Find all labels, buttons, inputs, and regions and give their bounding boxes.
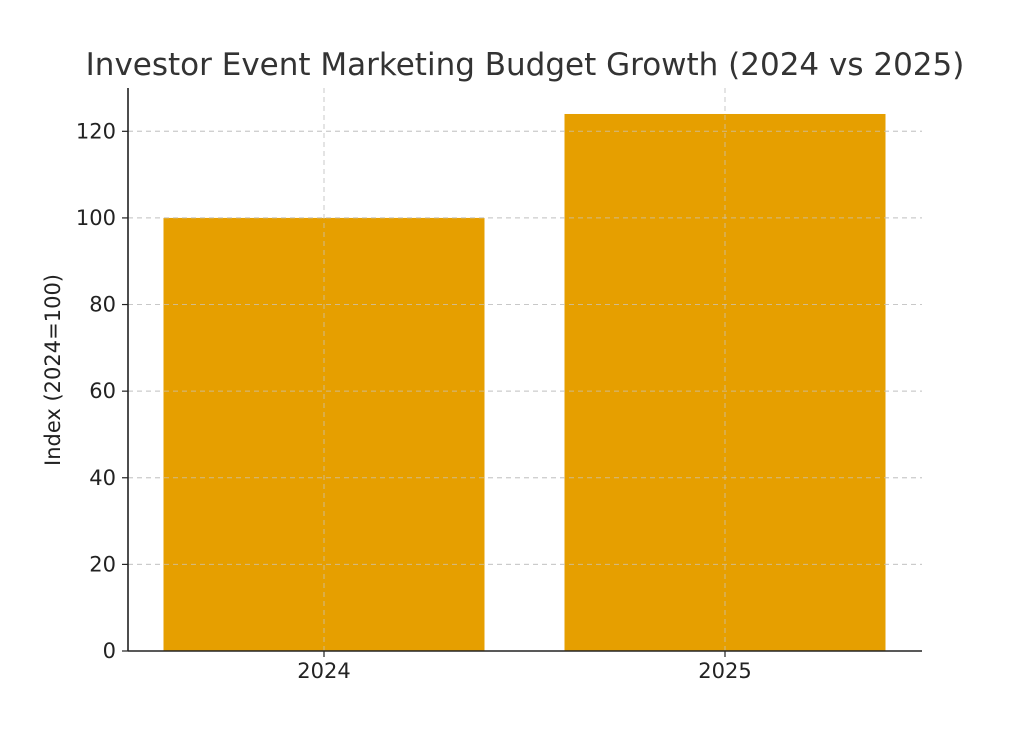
y-tick-label: 40 [89,466,116,490]
x-ticks: 2024 2025 [297,651,752,683]
x-tick-label: 2025 [698,659,751,683]
y-tick-label: 100 [76,206,116,230]
y-tick-label: 80 [89,293,116,317]
y-axis-label: Index (2024=100) [41,274,65,466]
axes [127,88,922,652]
y-ticks: 0 20 40 60 80 100 120 [76,119,128,663]
x-tick-label: 2024 [297,659,350,683]
y-tick-label: 0 [103,639,116,663]
y-tick-label: 60 [89,379,116,403]
bar-2025 [564,113,886,651]
y-tick-label: 20 [89,552,116,576]
y-tick-label: 120 [76,119,116,143]
grid-overlay [128,88,922,651]
chart-title: Investor Event Marketing Budget Growth (… [86,47,965,83]
bars [163,113,886,651]
